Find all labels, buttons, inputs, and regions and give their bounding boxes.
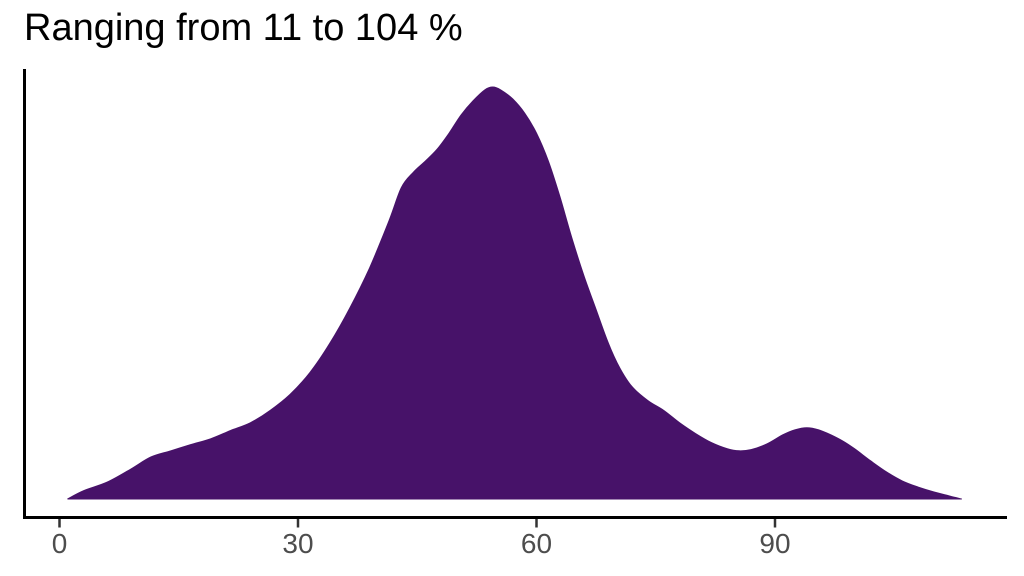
density-area (67, 86, 962, 500)
x-axis-tick-label: 0 (52, 528, 68, 559)
x-axis-tick-label: 60 (521, 528, 552, 559)
x-axis-tick-label: 90 (759, 528, 790, 559)
x-axis-ticks-group: 0 30 60 90 (52, 519, 791, 559)
chart-title: Ranging from 11 to 104 % (24, 7, 463, 49)
x-axis-tick-label: 30 (282, 528, 313, 559)
